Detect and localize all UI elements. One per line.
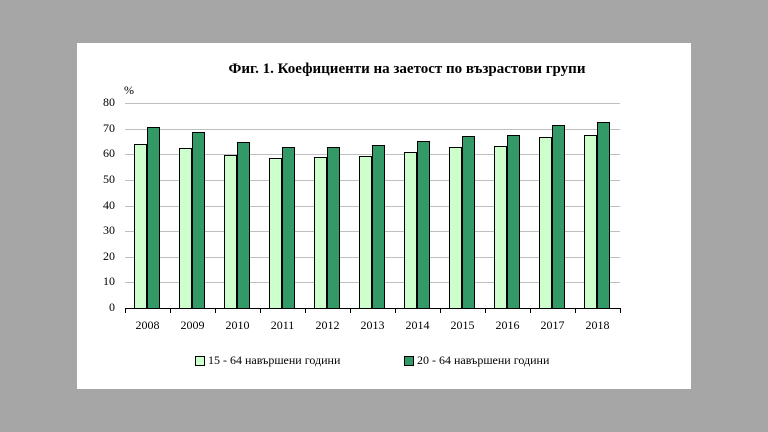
x-tick-mark (485, 308, 486, 313)
chart-title: Фиг. 1. Коефициенти на заетост по възрас… (228, 61, 586, 77)
bar (494, 145, 507, 308)
bar (539, 136, 552, 308)
bar (224, 155, 237, 308)
x-tick-label: 2014 (405, 318, 430, 332)
bar (359, 155, 372, 308)
y-tick-label: 80 (103, 95, 115, 109)
gridline (125, 128, 620, 130)
legend-label: 15 - 64 навършени години (208, 353, 341, 367)
bar (134, 144, 147, 308)
x-tick-label: 2017 (540, 318, 565, 332)
x-tick-label: 2018 (585, 318, 610, 332)
bar (147, 126, 160, 308)
x-tick-label: 2016 (495, 318, 520, 332)
legend-label: 20 - 64 навършени години (417, 353, 550, 367)
y-tick-label: 60 (103, 146, 115, 161)
x-tick-mark (215, 308, 216, 313)
legend-item-series-2: 20 - 64 навършени години (404, 353, 549, 368)
x-tick-mark (305, 308, 306, 313)
x-tick-mark (530, 308, 531, 313)
x-tick-mark (260, 308, 261, 313)
bar (507, 134, 520, 308)
bar (237, 142, 250, 308)
x-tick-mark (125, 308, 126, 313)
legend-item-series-1: 15 - 64 навършени години (195, 353, 340, 368)
legend-swatch-dark-green (404, 355, 414, 366)
bar (314, 157, 327, 308)
bar (282, 146, 295, 308)
bar (179, 147, 192, 308)
y-tick-label: 30 (103, 223, 115, 238)
x-tick-label: 2011 (270, 318, 295, 332)
y-tick-label: 50 (103, 171, 115, 186)
x-tick-mark (350, 308, 351, 313)
y-axis-unit: % (124, 83, 134, 97)
gridline (125, 103, 620, 104)
bar (404, 151, 417, 308)
x-tick-mark (620, 308, 621, 313)
y-tick-label: 0 (109, 300, 115, 314)
y-tick-label: 70 (103, 120, 115, 135)
x-tick-label: 2009 (180, 318, 205, 332)
x-axis-line (125, 308, 620, 309)
x-tick-mark (170, 308, 171, 313)
chart-panel: Фиг. 1. Коефициенти на заетост по възрас… (77, 43, 691, 389)
bar (449, 146, 462, 308)
y-tick-label: 10 (103, 274, 115, 289)
legend-swatch-light-green (195, 355, 205, 366)
bar (584, 134, 597, 308)
bar (269, 158, 282, 308)
y-tick-label: 20 (103, 248, 115, 263)
bar (327, 146, 340, 308)
x-tick-mark (440, 308, 441, 313)
plot-area: 0 10 20 30 40 50 60 70 80 2008 2009 2010 2011 2012 201… (103, 95, 621, 332)
x-tick-label: 2008 (135, 318, 160, 332)
x-tick-mark (395, 308, 396, 313)
x-tick-mark (575, 308, 576, 313)
x-tick-label: 2012 (315, 318, 340, 332)
bar (462, 136, 475, 308)
x-tick-label: 2015 (450, 318, 475, 332)
bar (192, 131, 205, 308)
bar (552, 125, 565, 308)
bar (417, 141, 430, 308)
x-tick-label: 2013 (360, 318, 385, 332)
y-tick-label: 40 (103, 197, 115, 212)
bar (597, 122, 610, 308)
x-tick-label: 2010 (225, 318, 250, 332)
bar (372, 145, 385, 308)
